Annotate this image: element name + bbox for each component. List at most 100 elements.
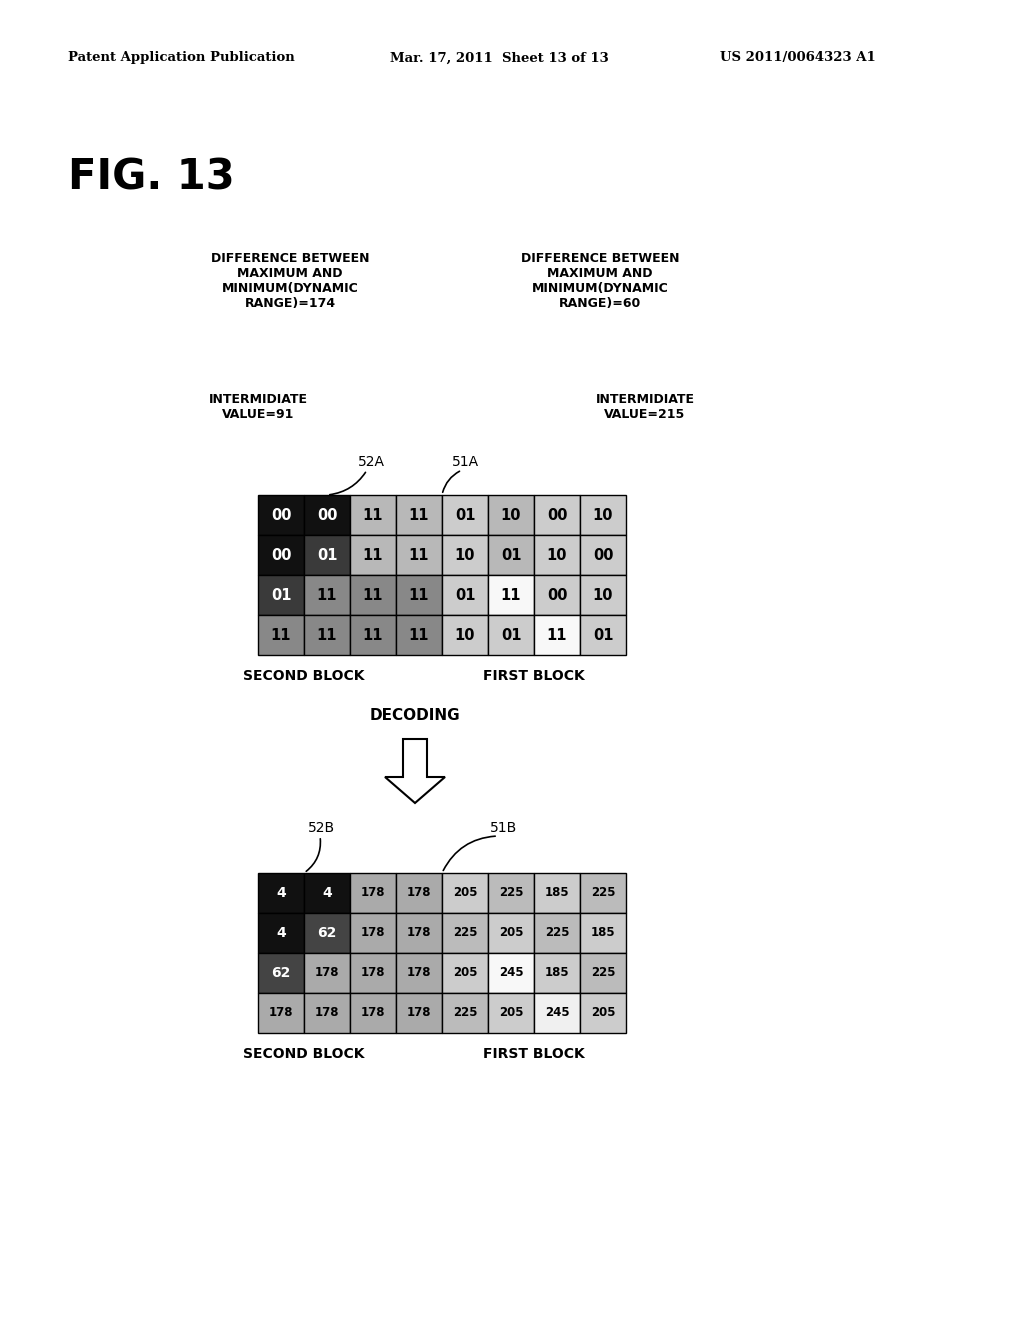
Text: 225: 225 <box>453 927 477 940</box>
Bar <box>350 873 396 913</box>
Bar <box>488 576 534 615</box>
Text: FIG. 13: FIG. 13 <box>68 157 234 199</box>
Text: 4: 4 <box>323 886 332 900</box>
Text: 62: 62 <box>317 927 337 940</box>
Bar <box>258 873 304 913</box>
Bar <box>304 576 350 615</box>
Bar <box>258 993 304 1034</box>
Text: 178: 178 <box>407 966 431 979</box>
Bar <box>304 873 350 913</box>
Polygon shape <box>385 739 445 803</box>
Text: 205: 205 <box>591 1006 615 1019</box>
Text: DIFFERENCE BETWEEN
MAXIMUM AND
MINIMUM(DYNAMIC
RANGE)=60: DIFFERENCE BETWEEN MAXIMUM AND MINIMUM(D… <box>521 252 679 310</box>
Text: FIRST BLOCK: FIRST BLOCK <box>483 669 585 682</box>
Text: 10: 10 <box>455 548 475 562</box>
Bar <box>442 576 488 615</box>
Bar <box>580 993 626 1034</box>
Bar <box>442 953 488 993</box>
Bar <box>350 535 396 576</box>
Bar <box>534 953 580 993</box>
Text: 51A: 51A <box>452 455 479 469</box>
Bar <box>488 873 534 913</box>
Bar <box>534 873 580 913</box>
Text: 178: 178 <box>360 927 385 940</box>
Text: 11: 11 <box>316 627 337 643</box>
Text: 10: 10 <box>593 507 613 523</box>
Text: DIFFERENCE BETWEEN
MAXIMUM AND
MINIMUM(DYNAMIC
RANGE)=174: DIFFERENCE BETWEEN MAXIMUM AND MINIMUM(D… <box>211 252 370 310</box>
Bar <box>304 535 350 576</box>
Text: 11: 11 <box>409 548 429 562</box>
Text: 11: 11 <box>501 587 521 602</box>
Text: 01: 01 <box>316 548 337 562</box>
Text: 225: 225 <box>499 887 523 899</box>
Text: 178: 178 <box>268 1006 293 1019</box>
Bar <box>396 615 442 655</box>
Text: 00: 00 <box>270 507 291 523</box>
Bar <box>488 495 534 535</box>
Bar <box>580 495 626 535</box>
Text: 11: 11 <box>362 627 383 643</box>
Text: 11: 11 <box>316 587 337 602</box>
Bar <box>258 576 304 615</box>
Bar <box>488 913 534 953</box>
Text: INTERMIDIATE
VALUE=91: INTERMIDIATE VALUE=91 <box>209 393 307 421</box>
Text: 11: 11 <box>409 587 429 602</box>
Bar <box>580 615 626 655</box>
Text: 52B: 52B <box>308 821 335 836</box>
Text: 11: 11 <box>409 627 429 643</box>
Text: 4: 4 <box>276 927 286 940</box>
Bar <box>534 535 580 576</box>
Bar <box>350 993 396 1034</box>
Text: 178: 178 <box>407 1006 431 1019</box>
Text: Mar. 17, 2011  Sheet 13 of 13: Mar. 17, 2011 Sheet 13 of 13 <box>390 51 608 65</box>
Text: 205: 205 <box>499 927 523 940</box>
Text: 01: 01 <box>501 627 521 643</box>
Text: 11: 11 <box>409 507 429 523</box>
Text: 178: 178 <box>314 1006 339 1019</box>
Text: 225: 225 <box>591 887 615 899</box>
Bar <box>258 535 304 576</box>
Bar <box>258 953 304 993</box>
Bar <box>488 535 534 576</box>
Text: 00: 00 <box>316 507 337 523</box>
Bar <box>534 576 580 615</box>
Text: 4: 4 <box>276 886 286 900</box>
Bar <box>304 993 350 1034</box>
Bar <box>350 576 396 615</box>
Text: 01: 01 <box>270 587 291 602</box>
Bar <box>580 913 626 953</box>
Bar <box>580 873 626 913</box>
Text: 10: 10 <box>501 507 521 523</box>
Bar <box>442 913 488 953</box>
Bar <box>396 535 442 576</box>
Text: 10: 10 <box>455 627 475 643</box>
Text: SECOND BLOCK: SECOND BLOCK <box>244 669 365 682</box>
Bar <box>396 913 442 953</box>
Text: 245: 245 <box>545 1006 569 1019</box>
Bar <box>396 495 442 535</box>
Text: 205: 205 <box>453 966 477 979</box>
Bar <box>442 993 488 1034</box>
Bar <box>534 615 580 655</box>
Bar <box>304 615 350 655</box>
Text: 225: 225 <box>591 966 615 979</box>
Text: 10: 10 <box>547 548 567 562</box>
Bar <box>258 615 304 655</box>
Bar <box>488 953 534 993</box>
Text: 185: 185 <box>591 927 615 940</box>
Text: 225: 225 <box>453 1006 477 1019</box>
Bar <box>534 993 580 1034</box>
Bar <box>304 953 350 993</box>
Text: 225: 225 <box>545 927 569 940</box>
Text: 51B: 51B <box>490 821 517 836</box>
Text: 11: 11 <box>362 587 383 602</box>
Text: 178: 178 <box>360 887 385 899</box>
Text: 00: 00 <box>547 587 567 602</box>
Text: 178: 178 <box>360 966 385 979</box>
Bar <box>442 873 488 913</box>
Bar <box>442 615 488 655</box>
Text: 00: 00 <box>593 548 613 562</box>
Bar <box>350 615 396 655</box>
Text: 205: 205 <box>499 1006 523 1019</box>
Bar <box>580 953 626 993</box>
